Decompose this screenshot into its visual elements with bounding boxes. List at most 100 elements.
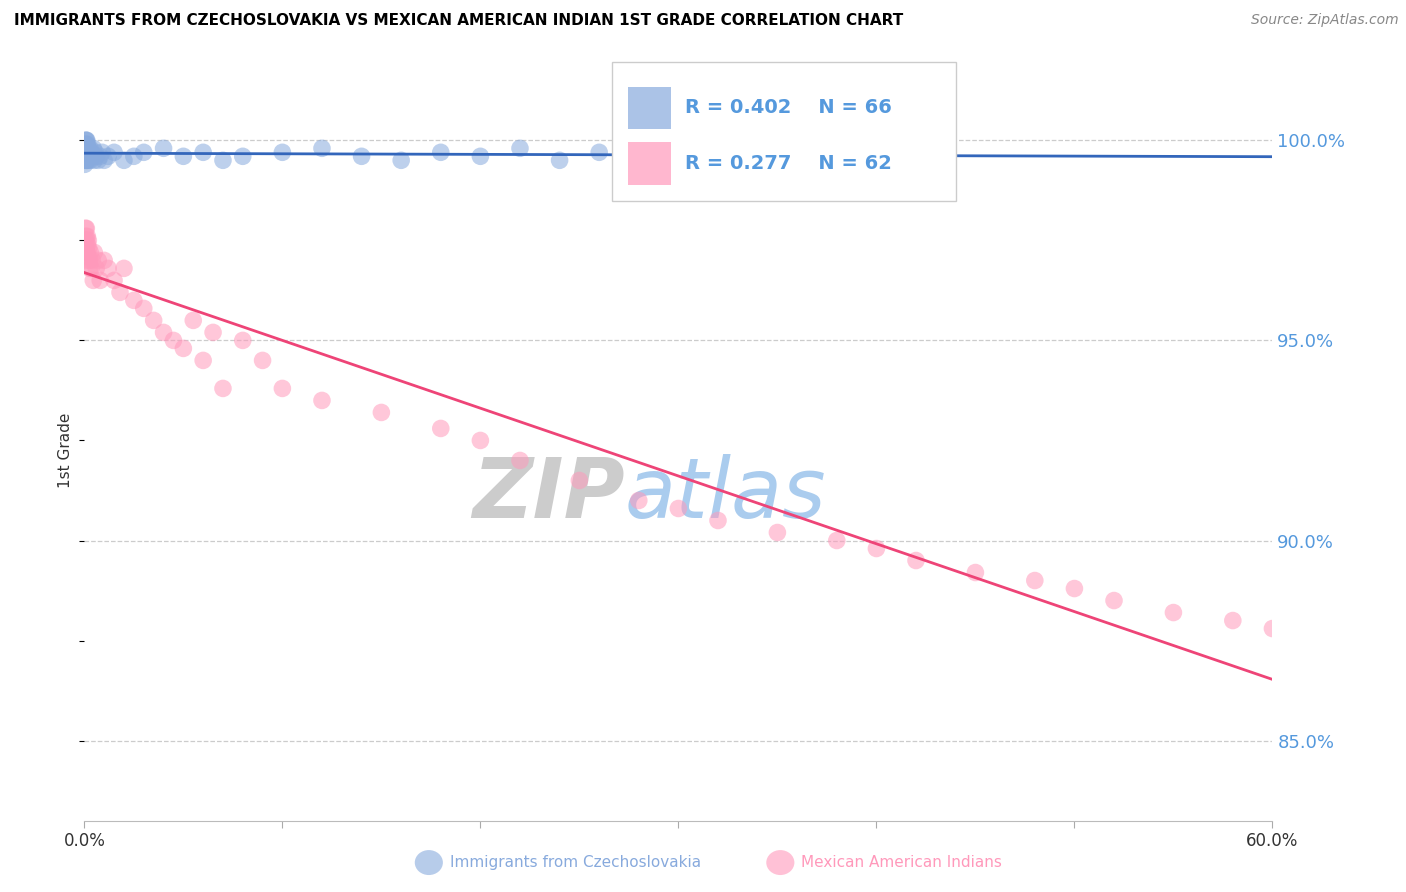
Point bbox=[75, 229, 97, 244]
Point bbox=[568, 474, 591, 488]
Point bbox=[75, 153, 97, 168]
Point bbox=[75, 233, 97, 247]
Point bbox=[77, 249, 100, 263]
Text: IMMIGRANTS FROM CZECHOSLOVAKIA VS MEXICAN AMERICAN INDIAN 1ST GRADE CORRELATION : IMMIGRANTS FROM CZECHOSLOVAKIA VS MEXICA… bbox=[14, 13, 903, 29]
Point bbox=[786, 145, 808, 160]
Point bbox=[707, 141, 730, 155]
Point bbox=[470, 149, 492, 163]
Point bbox=[181, 313, 204, 327]
Point bbox=[825, 533, 848, 548]
Point bbox=[80, 261, 103, 276]
Text: R = 0.402    N = 66: R = 0.402 N = 66 bbox=[685, 98, 891, 118]
Point bbox=[430, 145, 453, 160]
Point bbox=[76, 141, 98, 155]
Text: Mexican American Indians: Mexican American Indians bbox=[801, 855, 1002, 870]
Point bbox=[271, 145, 294, 160]
Point bbox=[76, 141, 98, 155]
Point bbox=[97, 261, 120, 276]
Point bbox=[108, 285, 131, 300]
Point bbox=[76, 149, 98, 163]
Point bbox=[76, 233, 98, 247]
Point bbox=[93, 253, 115, 268]
Point bbox=[707, 514, 730, 528]
Point bbox=[747, 149, 769, 163]
Point bbox=[232, 149, 254, 163]
Point bbox=[75, 141, 97, 155]
Point bbox=[82, 253, 104, 268]
Point bbox=[172, 149, 194, 163]
Point bbox=[93, 153, 115, 168]
Point bbox=[82, 273, 104, 287]
Point bbox=[79, 245, 101, 260]
Point bbox=[77, 145, 100, 160]
Point bbox=[84, 145, 107, 160]
Point bbox=[152, 141, 174, 155]
Point bbox=[76, 137, 98, 152]
Point bbox=[350, 149, 373, 163]
Point bbox=[76, 153, 98, 168]
Point bbox=[77, 141, 100, 155]
Point bbox=[84, 149, 107, 163]
Point bbox=[311, 393, 333, 408]
Y-axis label: 1st Grade: 1st Grade bbox=[58, 413, 73, 488]
Point bbox=[76, 237, 98, 252]
Point bbox=[112, 261, 135, 276]
Point bbox=[77, 153, 100, 168]
Point bbox=[905, 553, 928, 567]
Point bbox=[865, 541, 887, 556]
Point bbox=[75, 149, 97, 163]
Point bbox=[191, 353, 215, 368]
Point bbox=[82, 141, 104, 155]
Point bbox=[80, 145, 103, 160]
Point bbox=[75, 145, 97, 160]
Point bbox=[76, 149, 98, 163]
Point bbox=[212, 381, 235, 395]
Point bbox=[76, 145, 98, 160]
Point bbox=[91, 145, 114, 160]
Point bbox=[75, 245, 97, 260]
Point bbox=[79, 149, 101, 163]
Point bbox=[627, 149, 650, 163]
Point bbox=[75, 221, 97, 235]
Point bbox=[75, 149, 97, 163]
Point bbox=[191, 145, 215, 160]
Point bbox=[152, 326, 174, 340]
Point bbox=[212, 153, 235, 168]
Point bbox=[252, 353, 274, 368]
Point bbox=[84, 261, 107, 276]
Point bbox=[89, 149, 111, 163]
Point bbox=[75, 145, 97, 160]
Point bbox=[77, 233, 100, 247]
Point bbox=[103, 145, 125, 160]
Point bbox=[75, 141, 97, 155]
Text: ZIP: ZIP bbox=[472, 454, 624, 535]
Point bbox=[389, 153, 412, 168]
Point bbox=[509, 141, 531, 155]
Point bbox=[73, 157, 96, 171]
Text: atlas: atlas bbox=[624, 454, 827, 535]
Point bbox=[142, 313, 165, 327]
Point bbox=[79, 141, 101, 155]
Point bbox=[311, 141, 333, 155]
Point bbox=[75, 153, 97, 168]
Point bbox=[75, 141, 97, 155]
Point bbox=[89, 273, 111, 287]
Point bbox=[202, 326, 225, 340]
Point bbox=[548, 153, 571, 168]
Point bbox=[430, 421, 453, 435]
Point bbox=[75, 253, 97, 268]
Point bbox=[112, 153, 135, 168]
Point bbox=[122, 293, 145, 308]
Point bbox=[75, 241, 97, 255]
Point bbox=[766, 525, 789, 540]
Text: R = 0.277    N = 62: R = 0.277 N = 62 bbox=[685, 153, 891, 173]
Point bbox=[1102, 593, 1125, 607]
Text: Source: ZipAtlas.com: Source: ZipAtlas.com bbox=[1251, 13, 1399, 28]
Text: Immigrants from Czechoslovakia: Immigrants from Czechoslovakia bbox=[450, 855, 702, 870]
Point bbox=[103, 273, 125, 287]
Point bbox=[172, 342, 194, 356]
Point bbox=[76, 229, 98, 244]
Point bbox=[75, 133, 97, 147]
Point bbox=[83, 245, 105, 260]
Point bbox=[509, 453, 531, 467]
